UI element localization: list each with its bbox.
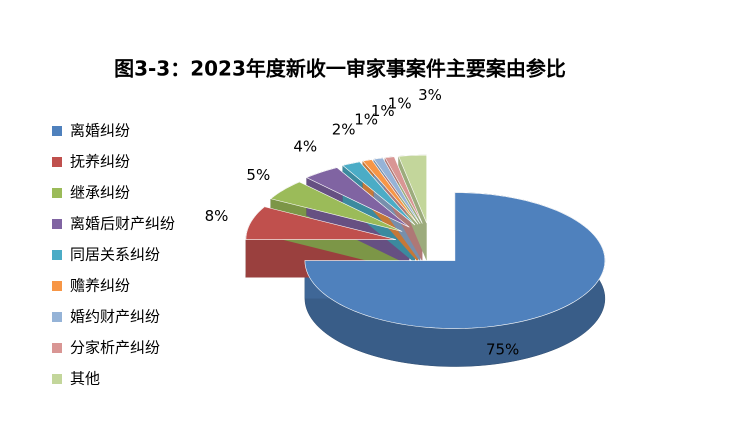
slice bbox=[245, 206, 396, 240]
legend-label: 同居关系纠纷 bbox=[70, 246, 160, 264]
data-label: 1% bbox=[354, 110, 378, 128]
legend-swatch bbox=[52, 126, 62, 136]
legend-label: 其他 bbox=[70, 370, 100, 388]
slice bbox=[270, 181, 403, 232]
slice bbox=[305, 167, 410, 228]
chart-title: 图3-3：2023年度新收一审家事案件主要案由参比 bbox=[114, 57, 566, 81]
legend-label: 婚约财产纠纷 bbox=[70, 308, 160, 326]
slice bbox=[398, 154, 427, 224]
slice bbox=[342, 161, 416, 226]
legend-label: 离婚后财产纠纷 bbox=[70, 215, 175, 233]
data-label: 4% bbox=[293, 137, 317, 155]
data-label: 1% bbox=[371, 102, 395, 120]
slice-tops bbox=[245, 154, 606, 329]
legend-label: 离婚纠纷 bbox=[70, 122, 130, 140]
legend-swatch bbox=[52, 343, 62, 353]
slice-face bbox=[398, 156, 427, 262]
legend-label: 赡养纠纷 bbox=[70, 277, 130, 295]
data-label: 3% bbox=[418, 86, 442, 104]
legend-label: 继承纠纷 bbox=[70, 184, 130, 202]
slice bbox=[304, 192, 606, 329]
data-label: 8% bbox=[205, 207, 229, 225]
labels: 75%8%5%4%2%1%1%1% 3% bbox=[205, 86, 520, 358]
slice bbox=[362, 159, 419, 225]
legend-label: 抚养纠纷 bbox=[70, 153, 130, 171]
data-label: 1% bbox=[388, 94, 412, 112]
legend-swatch bbox=[52, 157, 62, 167]
slice bbox=[384, 156, 423, 224]
legend-swatch bbox=[52, 312, 62, 322]
legend-swatch bbox=[52, 188, 62, 198]
data-label: 2% bbox=[332, 121, 356, 139]
data-label: 5% bbox=[246, 166, 270, 184]
legend-swatch bbox=[52, 219, 62, 229]
legend-swatch bbox=[52, 374, 62, 384]
slice bbox=[373, 157, 421, 225]
legend-swatch bbox=[52, 281, 62, 291]
legend-label: 分家析产纠纷 bbox=[70, 339, 160, 357]
legend-swatch bbox=[52, 250, 62, 260]
data-label: 75% bbox=[486, 341, 519, 359]
